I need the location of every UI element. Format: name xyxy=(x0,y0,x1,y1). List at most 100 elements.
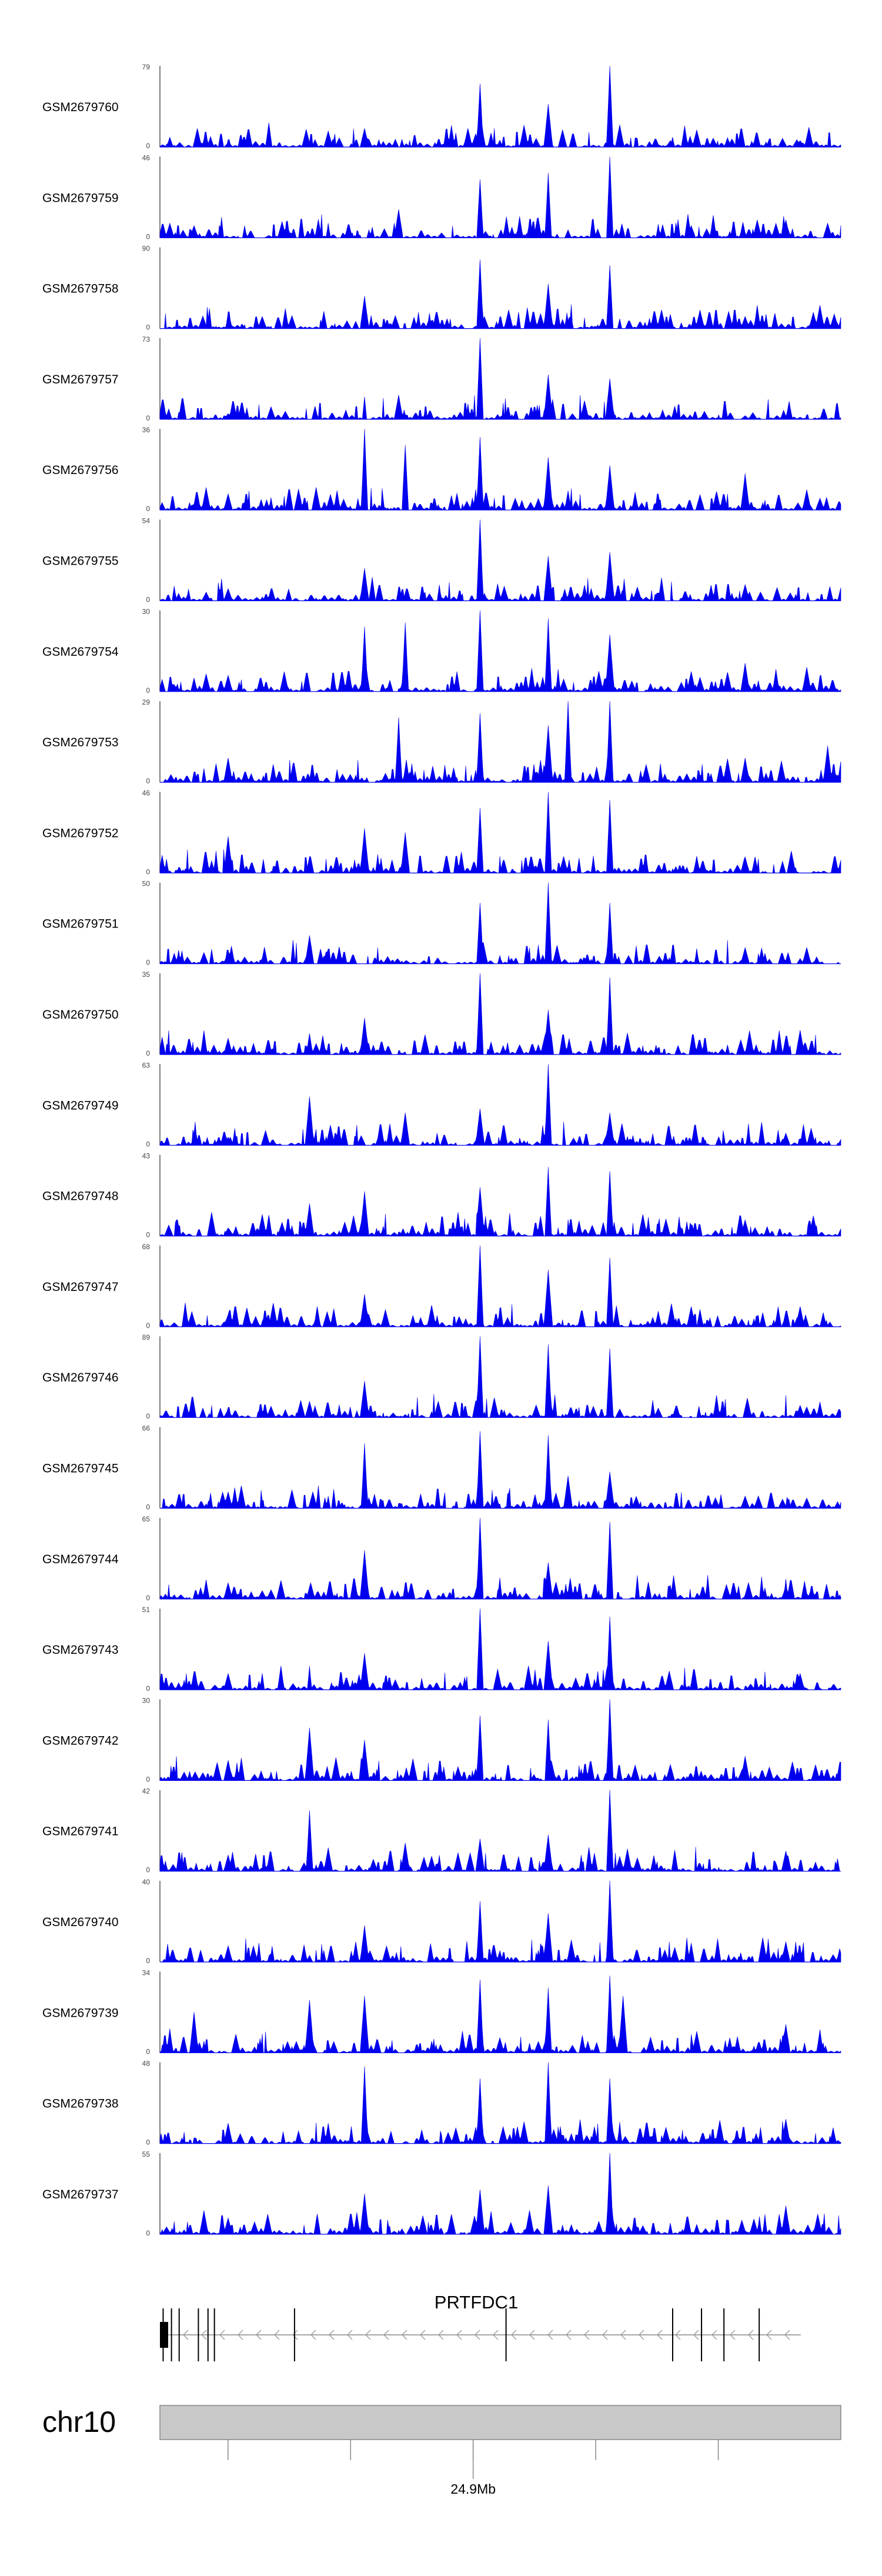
track-ymin-label: 0 xyxy=(146,1684,150,1693)
coverage-area xyxy=(159,1976,841,2054)
strand-arrow xyxy=(711,2330,717,2340)
track-ymax-label: 73 xyxy=(142,335,151,343)
coverage-area xyxy=(159,2062,841,2144)
strand-arrow xyxy=(511,2330,517,2340)
track-ymin-label: 0 xyxy=(146,1140,150,1148)
coverage-area xyxy=(159,1245,841,1328)
strand-arrow xyxy=(529,2330,535,2340)
track-GSM2679739: GSM2679739 34 0 xyxy=(42,1968,841,2056)
track-label: GSM2679737 xyxy=(42,2188,119,2201)
track-GSM2679740: GSM2679740 40 0 xyxy=(42,1878,841,1965)
coverage-area xyxy=(159,1336,841,1418)
track-ymin-label: 0 xyxy=(146,1957,150,1965)
coverage-area xyxy=(160,1880,841,1963)
track-ymin-label: 0 xyxy=(146,232,150,241)
track-ymin-label: 0 xyxy=(146,2047,150,2056)
strand-arrow xyxy=(183,2330,189,2340)
strand-arrow xyxy=(238,2330,243,2340)
track-ymin-label: 0 xyxy=(146,1231,150,1239)
track-label: GSM2679758 xyxy=(42,282,119,296)
track-ymin-label: 0 xyxy=(146,867,150,876)
track-label: GSM2679742 xyxy=(42,1734,119,1747)
coverage-area xyxy=(159,882,841,965)
chromosome-ideogram: chr10 24.9Mb xyxy=(42,2405,841,2497)
strand-arrow xyxy=(730,2330,736,2340)
track-ymax-label: 55 xyxy=(142,2150,151,2158)
track-label: GSM2679757 xyxy=(42,373,119,386)
track-ymax-label: 30 xyxy=(142,608,151,616)
track-ymax-label: 29 xyxy=(142,698,151,706)
track-ymin-label: 0 xyxy=(146,414,150,422)
coverage-area xyxy=(159,429,841,511)
track-label: GSM2679749 xyxy=(42,1099,119,1112)
strand-arrow xyxy=(420,2330,426,2340)
track-GSM2679741: GSM2679741 42 0 xyxy=(42,1787,841,1874)
track-ymax-label: 68 xyxy=(142,1243,151,1251)
track-ymin-label: 0 xyxy=(146,777,150,785)
track-label: GSM2679745 xyxy=(42,1462,119,1476)
strand-arrow xyxy=(602,2330,608,2340)
track-label: GSM2679746 xyxy=(42,1371,119,1384)
track-GSM2679753: GSM2679753 29 0 xyxy=(42,698,841,785)
track-ymax-label: 51 xyxy=(142,1606,151,1614)
track-ymax-label: 63 xyxy=(142,1061,151,1069)
track-GSM2679759: GSM2679759 46 0 xyxy=(42,154,841,241)
track-ymax-label: 40 xyxy=(142,1878,151,1886)
coverage-area xyxy=(159,1167,841,1237)
coverage-area xyxy=(160,259,841,329)
coverage-area xyxy=(159,1790,841,1871)
track-ymin-label: 0 xyxy=(146,2138,150,2147)
track-GSM2679738: GSM2679738 48 0 xyxy=(42,2060,841,2147)
strand-arrow xyxy=(657,2330,663,2340)
track-ymin-label: 0 xyxy=(146,1322,150,1330)
strand-arrow xyxy=(493,2330,499,2340)
track-GSM2679746: GSM2679746 89 0 xyxy=(42,1333,841,1420)
strand-arrow xyxy=(201,2330,207,2340)
strand-arrow xyxy=(748,2330,754,2340)
track-ymax-label: 46 xyxy=(142,789,151,797)
strand-arrow xyxy=(456,2330,462,2340)
track-GSM2679747: GSM2679747 68 0 xyxy=(42,1243,841,1330)
track-GSM2679742: GSM2679742 30 0 xyxy=(42,1696,841,1783)
track-label: GSM2679752 xyxy=(42,826,119,840)
strand-arrow xyxy=(547,2330,553,2340)
coverage-tracks: GSM2679760790GSM2679759460GSM2679758900G… xyxy=(42,63,841,2237)
coverage-area xyxy=(159,792,841,874)
strand-arrow xyxy=(766,2330,772,2340)
track-ymin-label: 0 xyxy=(146,323,150,332)
strand-arrow xyxy=(639,2330,644,2340)
track-ymax-label: 65 xyxy=(142,1515,151,1523)
track-label: GSM2679759 xyxy=(42,191,119,205)
coverage-area xyxy=(159,519,841,602)
coverage-area xyxy=(159,973,841,1055)
chromosome-bar xyxy=(159,2405,841,2440)
strand-arrow xyxy=(365,2330,371,2340)
track-GSM2679752: GSM2679752 46 0 xyxy=(42,789,841,876)
track-GSM2679756: GSM2679756 36 0 xyxy=(42,426,841,513)
gene-utr-block xyxy=(160,2322,168,2348)
track-ymin-label: 0 xyxy=(146,1412,150,1420)
track-ymin-label: 0 xyxy=(146,1049,150,1057)
coverage-area xyxy=(159,65,841,148)
strand-arrow xyxy=(219,2330,225,2340)
track-label: GSM2679738 xyxy=(42,2097,119,2111)
coverage-area xyxy=(159,2153,841,2235)
track-label: GSM2679753 xyxy=(42,736,119,749)
coverage-area xyxy=(160,1431,841,1509)
track-label: GSM2679744 xyxy=(42,1553,119,1566)
track-ymin-label: 0 xyxy=(146,2229,150,2237)
track-GSM2679755: GSM2679755 54 0 xyxy=(42,517,841,604)
track-ymin-label: 0 xyxy=(146,959,150,967)
track-GSM2679737: GSM2679737 55 0 xyxy=(42,2150,841,2237)
track-ymin-label: 0 xyxy=(146,686,150,695)
track-label: GSM2679739 xyxy=(42,2006,119,2020)
track-ymax-label: 43 xyxy=(142,1152,151,1160)
strand-arrow xyxy=(566,2330,572,2340)
gene-track: PRTFDC1 xyxy=(160,2292,801,2361)
track-label: GSM2679750 xyxy=(42,1008,119,1022)
strand-arrow xyxy=(256,2330,262,2340)
coverage-area xyxy=(159,1517,841,1600)
coverage-area xyxy=(159,156,841,239)
track-label: GSM2679760 xyxy=(42,101,119,114)
